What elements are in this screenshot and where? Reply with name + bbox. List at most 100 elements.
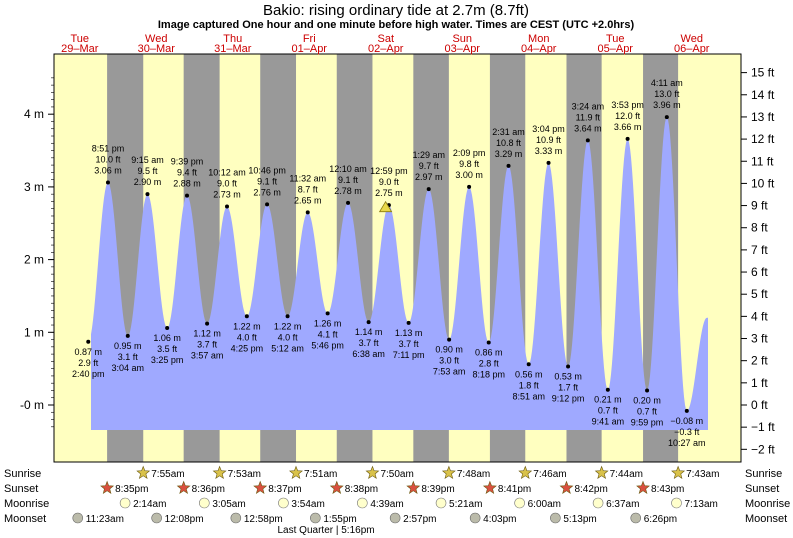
tide-m-label: 2.75 m — [375, 188, 403, 198]
y-tick-label-m: 1 m — [24, 325, 44, 339]
tide-time-label: 10:46 pm — [248, 165, 286, 175]
tide-time-label: 9:15 am — [131, 155, 164, 165]
sunrise-time: 7:51am — [304, 469, 337, 480]
moonrise-time: 3:05am — [212, 499, 245, 510]
day-date-label: 02–Apr — [368, 43, 404, 55]
star-icon — [365, 465, 380, 479]
tide-time-label: 3:57 am — [191, 351, 224, 361]
moonrise-time: 4:39am — [370, 499, 403, 510]
astronomy-rows: Sunrise Sunrise Sunset Sunset Moonrise Moonri… — [4, 465, 790, 536]
tide-m-label: 1.22 m — [233, 321, 261, 331]
tide-m-label: 1.26 m — [314, 318, 342, 328]
tide-point — [86, 339, 91, 344]
moonrise-time: 6:00am — [528, 499, 561, 510]
tide-m-label: 2.78 m — [334, 186, 362, 196]
tide-ft-label: 3.7 ft — [399, 339, 420, 349]
tide-point — [205, 321, 210, 326]
tide-ft-label: 9.7 ft — [419, 161, 440, 171]
tide-point — [566, 364, 571, 369]
y-tick-label-ft: 14 ft — [751, 88, 775, 102]
y-tick-label-ft: 8 ft — [751, 221, 768, 235]
tide-ft-label: 9.5 ft — [137, 166, 158, 176]
tide-m-label: 3.66 m — [614, 122, 642, 132]
moonset-time: 6:26pm — [644, 514, 677, 525]
moonset-time: 1:55pm — [323, 514, 356, 525]
tide-time-label: 2:31 am — [492, 127, 525, 137]
tide-ft-label: 0.7 ft — [637, 406, 658, 416]
tide-ft-label: 3.1 ft — [118, 352, 139, 362]
day-date-label: 04–Apr — [521, 43, 557, 55]
tide-point — [426, 187, 431, 192]
tide-point — [645, 388, 650, 393]
tide-m-label: 0.53 m — [554, 371, 582, 381]
day-name-label: Tue — [606, 33, 625, 45]
sunset-time: 8:43pm — [651, 484, 684, 495]
tide-ft-label: 12.0 ft — [615, 111, 641, 121]
y-tick-label-ft: −1 ft — [751, 420, 775, 434]
tide-point — [185, 193, 190, 198]
moonrise-time: 7:13am — [685, 499, 718, 510]
tide-time-label: 8:51 pm — [92, 144, 125, 154]
tide-m-label: 2.65 m — [294, 195, 322, 205]
star-icon — [253, 480, 268, 494]
moonrise-icon — [514, 497, 525, 509]
tide-ft-label: 9.1 ft — [338, 175, 359, 185]
tide-time-label: 6:38 am — [352, 349, 385, 359]
tide-ft-label: 9.0 ft — [379, 177, 400, 187]
star-icon — [482, 480, 497, 494]
star-icon — [212, 465, 227, 479]
star-icon — [136, 465, 151, 479]
y-tick-label-ft: 12 ft — [751, 132, 775, 146]
tide-point — [467, 184, 472, 189]
tide-point — [105, 180, 110, 185]
tide-time-label: 9:12 pm — [552, 393, 585, 403]
tide-time-label: 5:12 am — [271, 343, 304, 353]
y-tick-label-ft: −2 ft — [751, 442, 775, 456]
tide-time-label: 10:12 am — [208, 168, 246, 178]
tide-ft-label: −0.3 ft — [674, 427, 700, 437]
moonrise-icon — [278, 497, 289, 509]
star-icon — [289, 465, 303, 479]
plot-frame — [53, 53, 742, 463]
tide-ft-label: 9.4 ft — [177, 168, 198, 178]
tide-m-label: 1.13 m — [395, 328, 423, 338]
moonset-icon — [550, 512, 561, 524]
sunrise-time: 7:50am — [380, 469, 413, 480]
moonset-icon — [151, 512, 162, 524]
tide-time-label: 4:11 am — [651, 78, 683, 88]
sunrise-time: 7:48am — [457, 469, 490, 480]
tide-time-label: 1:29 am — [412, 150, 445, 160]
tide-time-label: 12:10 am — [329, 164, 367, 174]
tide-m-label: 2.97 m — [415, 172, 443, 182]
moonset-time: 5:13pm — [563, 514, 596, 525]
tide-m-label: 3.64 m — [574, 123, 602, 133]
tide-m-label: 2.90 m — [134, 177, 162, 187]
sunset-time: 8:35pm — [115, 484, 148, 495]
tide-m-label: 1.14 m — [355, 327, 383, 337]
star-icon — [441, 465, 456, 479]
y-tick-label-ft: 13 ft — [751, 110, 775, 124]
day-name-label: Fri — [303, 33, 316, 45]
sunrise-time: 7:46am — [533, 469, 566, 480]
row-label-left: Sunset — [4, 483, 38, 495]
tide-point — [225, 204, 230, 209]
star-icon — [636, 480, 650, 494]
star-icon — [176, 480, 191, 494]
tide-point — [447, 337, 452, 342]
day-name-label: Tue — [70, 33, 89, 45]
tide-point — [625, 136, 630, 141]
tide-point — [664, 115, 669, 120]
tide-point — [125, 333, 130, 338]
tide-ft-label: 9.0 ft — [217, 179, 238, 189]
tide-time-label: 8:18 pm — [472, 369, 505, 379]
y-tick-label-ft: 5 ft — [751, 287, 768, 301]
tide-time-label: 2:40 pm — [72, 369, 105, 379]
tide-m-label: 3.96 m — [653, 100, 681, 110]
tide-point — [325, 311, 330, 316]
moonset-icon — [310, 512, 321, 524]
y-tick-label-ft: 9 ft — [751, 199, 768, 213]
tide-point — [684, 408, 689, 413]
tide-point — [366, 320, 371, 325]
tide-point — [406, 320, 411, 325]
tide-m-label: 2.76 m — [253, 187, 281, 197]
